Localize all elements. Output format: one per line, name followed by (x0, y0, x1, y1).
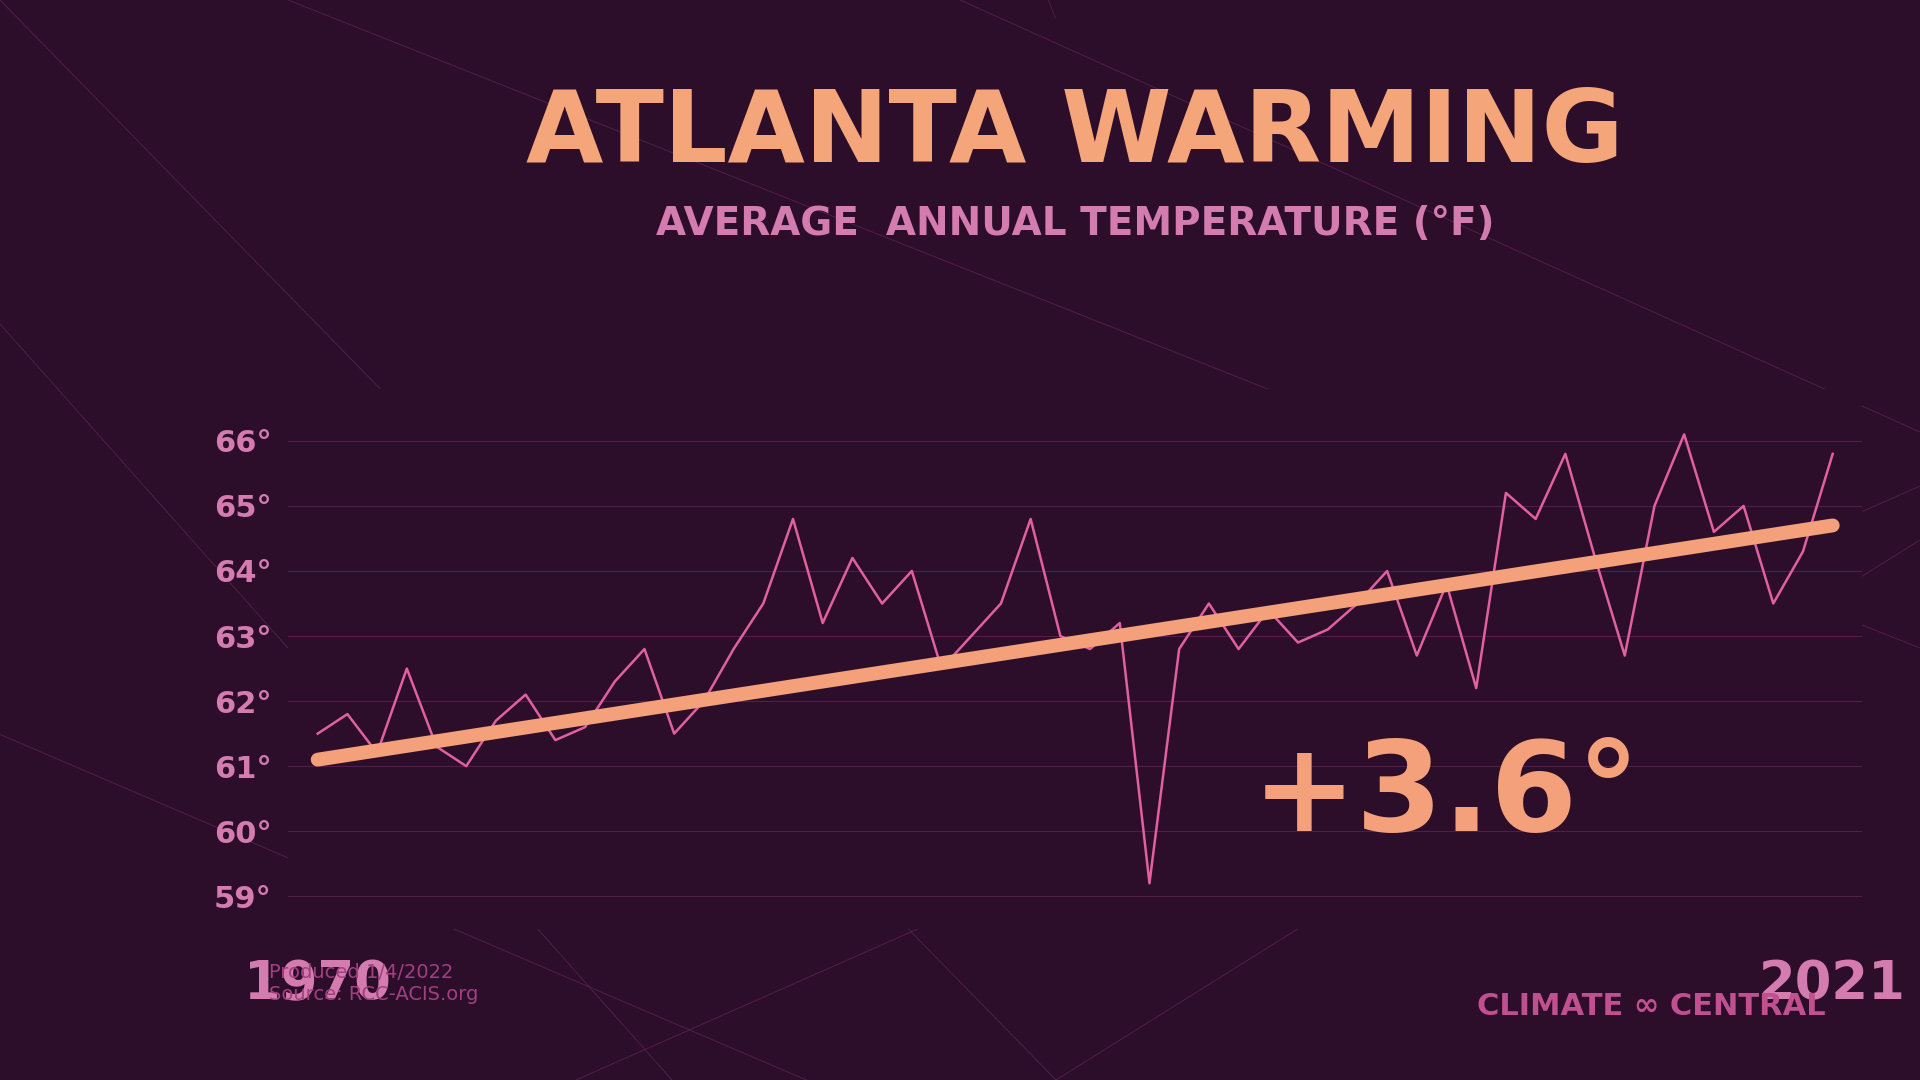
Text: AVERAGE  ANNUAL TEMPERATURE (°F): AVERAGE ANNUAL TEMPERATURE (°F) (657, 205, 1494, 243)
Text: Produced 1/4/2022
Source: RCC-ACIS.org: Produced 1/4/2022 Source: RCC-ACIS.org (269, 963, 478, 1004)
Text: 2021: 2021 (1759, 958, 1907, 1010)
Text: 1970: 1970 (244, 958, 392, 1010)
Text: CLIMATE ∞ CENTRAL: CLIMATE ∞ CENTRAL (1476, 991, 1826, 1021)
Text: ATLANTA WARMING: ATLANTA WARMING (526, 86, 1624, 184)
Text: +3.6°: +3.6° (1252, 737, 1642, 858)
